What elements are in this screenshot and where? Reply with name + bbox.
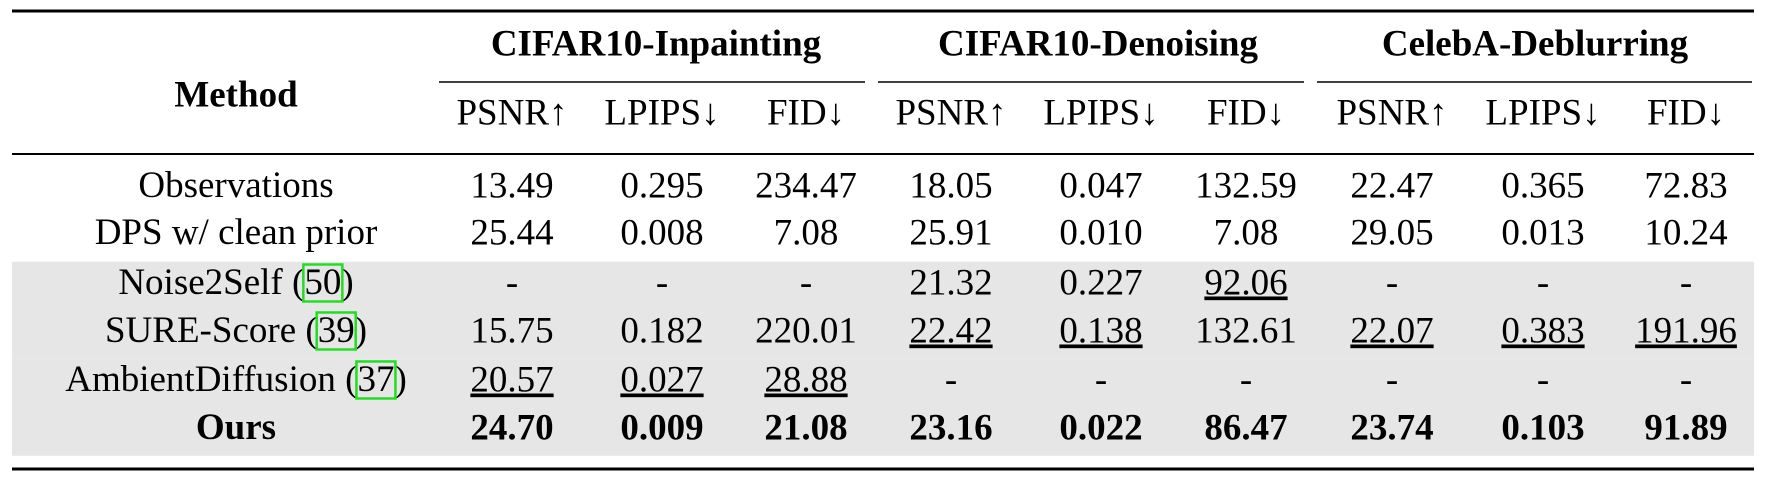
cell: - xyxy=(800,262,812,303)
cell: 0.138 xyxy=(1059,310,1142,351)
citation-box xyxy=(355,360,397,400)
cell: 0.295 xyxy=(620,165,703,206)
column-header: FID↓ xyxy=(1647,92,1725,133)
row-shade xyxy=(12,406,1754,456)
row-shade xyxy=(12,309,1754,359)
cell: 25.91 xyxy=(909,212,992,253)
citation-box xyxy=(302,263,344,303)
citation: 50 xyxy=(304,262,341,303)
cell: 23.74 xyxy=(1350,407,1433,448)
cell: 0.022 xyxy=(1059,407,1142,448)
cell: 0.009 xyxy=(620,407,703,448)
method-text: ) xyxy=(355,310,367,351)
column-header: PSNR↑ xyxy=(456,92,567,133)
citation-box xyxy=(315,311,357,351)
method-text: Ours xyxy=(196,407,276,448)
cell: 18.05 xyxy=(909,165,992,206)
cell: 7.08 xyxy=(774,212,839,253)
group-header: CelebA-Deblurring xyxy=(1382,23,1689,64)
method-text: SURE-Score ( xyxy=(105,310,318,351)
cell: 7.08 xyxy=(1214,212,1279,253)
method-name: AmbientDiffusion (37) xyxy=(65,359,407,400)
cell: 0.008 xyxy=(620,212,703,253)
citation: 37 xyxy=(357,359,394,400)
cell: 0.013 xyxy=(1501,212,1584,253)
column-header: FID↓ xyxy=(1207,92,1285,133)
cell: - xyxy=(1386,359,1398,400)
cell: 0.027 xyxy=(620,359,703,400)
method-text: AmbientDiffusion ( xyxy=(65,359,357,400)
cell: 0.103 xyxy=(1501,407,1584,448)
cell: 132.59 xyxy=(1195,165,1297,206)
method-text: Observations xyxy=(138,165,333,206)
column-header: LPIPS↓ xyxy=(1485,92,1600,133)
cell: 25.44 xyxy=(470,212,553,253)
cell: 10.24 xyxy=(1644,212,1727,253)
cell: 92.06 xyxy=(1204,262,1287,303)
cell: 86.47 xyxy=(1204,407,1287,448)
cell: 132.61 xyxy=(1195,310,1297,351)
method-header: Method xyxy=(174,74,298,115)
cell: - xyxy=(945,359,957,400)
cell: - xyxy=(1240,359,1252,400)
cell: - xyxy=(1386,262,1398,303)
cell: 0.365 xyxy=(1501,165,1584,206)
cell: 0.010 xyxy=(1059,212,1142,253)
column-header: PSNR↑ xyxy=(895,92,1006,133)
cell: - xyxy=(1680,359,1692,400)
cell: 20.57 xyxy=(470,359,553,400)
cell: 191.96 xyxy=(1635,310,1737,351)
cell: 0.227 xyxy=(1059,262,1142,303)
cell: 24.70 xyxy=(470,407,553,448)
cell: 0.383 xyxy=(1501,310,1584,351)
method-name: Noise2Self (50) xyxy=(118,262,353,303)
cell: 72.83 xyxy=(1644,165,1727,206)
method-name: Observations xyxy=(138,165,333,206)
method-text: Noise2Self ( xyxy=(118,262,304,303)
cell: 91.89 xyxy=(1644,407,1727,448)
method-text: ) xyxy=(394,359,406,400)
group-header: CIFAR10-Denoising xyxy=(938,23,1258,64)
cell: 220.01 xyxy=(755,310,857,351)
cell: 234.47 xyxy=(755,165,857,206)
cell: 13.49 xyxy=(470,165,553,206)
cell: 0.182 xyxy=(620,310,703,351)
cell: 15.75 xyxy=(470,310,553,351)
method-name: Ours xyxy=(196,407,276,448)
cell: 0.047 xyxy=(1059,165,1142,206)
cell: 29.05 xyxy=(1350,212,1433,253)
cell: - xyxy=(1680,262,1692,303)
cell: - xyxy=(1537,262,1549,303)
cell: 22.42 xyxy=(909,310,992,351)
column-header: LPIPS↓ xyxy=(1043,92,1158,133)
column-header: LPIPS↓ xyxy=(604,92,719,133)
column-header: FID↓ xyxy=(767,92,845,133)
cell: 22.47 xyxy=(1350,165,1433,206)
cell: 21.32 xyxy=(909,262,992,303)
cell: - xyxy=(506,262,518,303)
method-text: ) xyxy=(341,262,353,303)
row-shade xyxy=(12,358,1754,408)
citation: 39 xyxy=(318,310,355,351)
cell: - xyxy=(1095,359,1107,400)
column-header: PSNR↑ xyxy=(1336,92,1447,133)
method-text: DPS w/ clean prior xyxy=(95,212,378,253)
group-header: CIFAR10-Inpainting xyxy=(491,23,822,64)
cell: 23.16 xyxy=(909,407,992,448)
cell: 28.88 xyxy=(764,359,847,400)
cell: 22.07 xyxy=(1350,310,1433,351)
cell: - xyxy=(1537,359,1549,400)
method-name: DPS w/ clean prior xyxy=(95,212,378,253)
cell: 21.08 xyxy=(764,407,847,448)
method-name: SURE-Score (39) xyxy=(105,310,367,351)
cell: - xyxy=(656,262,668,303)
